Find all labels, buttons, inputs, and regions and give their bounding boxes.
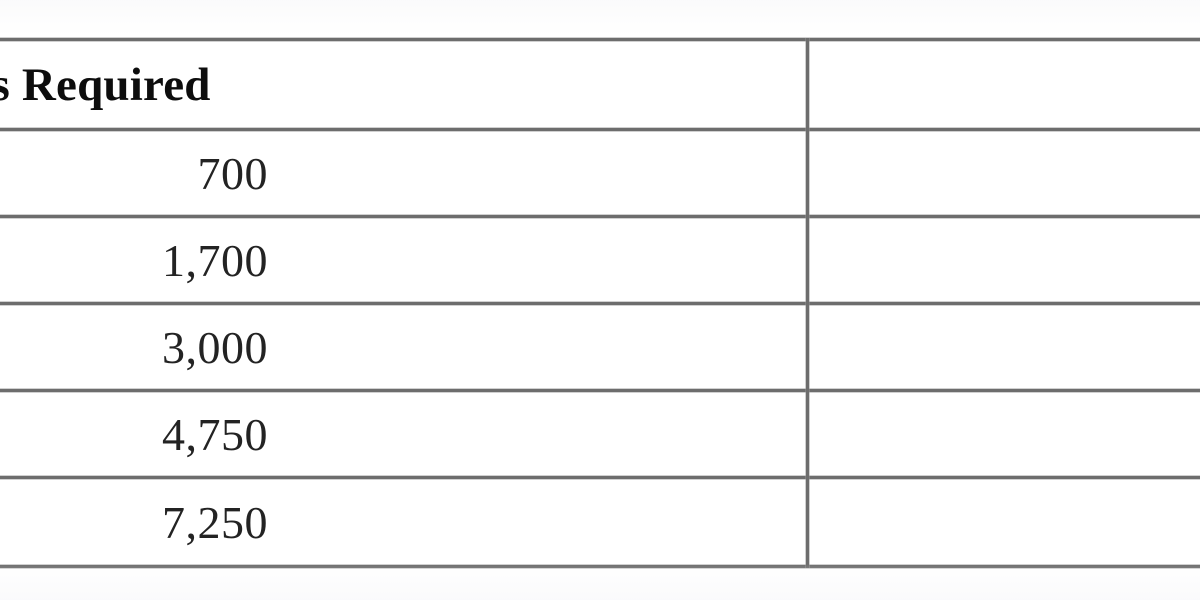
table-cell-points-required-row-1: 700 xyxy=(197,147,268,199)
column-header-second xyxy=(812,41,1200,128)
table-cell-points-required-row-2: 1,700 xyxy=(162,234,268,286)
table-cell-second-row-1 xyxy=(812,131,1200,215)
table-cell-second-row-2 xyxy=(812,218,1200,302)
table-cell-points-required-row-5: 7,250 xyxy=(162,496,268,548)
table-cell-second-row-4 xyxy=(812,392,1200,476)
column-divider xyxy=(806,38,809,568)
table-cell-second-row-3 xyxy=(812,305,1200,389)
column-header-points-required: ints Required xyxy=(0,58,211,111)
table-cell-points-required-row-4: 4,750 xyxy=(162,408,268,460)
table-cell-points-required-row-3: 3,000 xyxy=(162,321,268,373)
table-rule-bottom xyxy=(0,565,1200,568)
table-cell-second-row-5 xyxy=(812,479,1200,565)
